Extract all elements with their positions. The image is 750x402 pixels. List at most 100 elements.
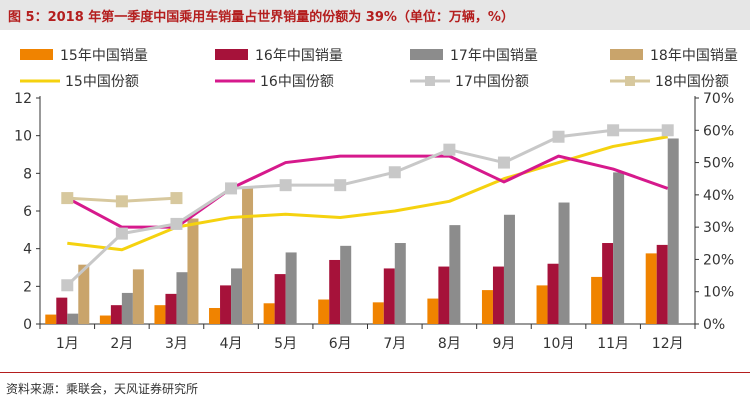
legend-swatch-bar <box>410 49 443 60</box>
series-line <box>66 154 669 229</box>
line-point <box>115 227 128 240</box>
legend-swatch-bar <box>20 49 53 60</box>
y2-tick-label: 60% <box>703 123 734 139</box>
y2-tick-label: 50% <box>703 156 734 172</box>
y-tick-label: 12 <box>14 91 32 107</box>
figure-title: 图 5：2018 年第一季度中国乘用车销量占世界销量的份额为 39%（单位：万辆… <box>8 10 514 25</box>
bar <box>645 253 657 324</box>
legend-label: 17年中国销量 <box>450 48 538 64</box>
bar <box>667 138 679 324</box>
bar <box>503 214 515 324</box>
bar <box>481 290 493 324</box>
line-point <box>225 182 238 195</box>
legend: 15年中国销量 16年中国销量 17年中国销量 18年中国销量 15中国份额 16中国份额… <box>20 48 738 90</box>
bar <box>242 186 254 324</box>
x-tick-label: 12月 <box>652 336 684 352</box>
series-line <box>67 135 668 252</box>
legend-label: 18年中国销量 <box>650 48 738 64</box>
bar <box>449 225 461 324</box>
y-tick-label: 8 <box>23 166 32 182</box>
x-tick-label: 4月 <box>220 336 243 352</box>
bar <box>602 243 614 324</box>
legend-swatch-bar <box>610 49 643 60</box>
y-tick-label: 6 <box>23 204 32 220</box>
bar <box>329 259 341 324</box>
line-point <box>61 279 74 292</box>
bar <box>318 299 330 324</box>
bar <box>67 313 79 324</box>
series-line <box>66 128 668 287</box>
bar <box>492 266 504 324</box>
line-point <box>443 143 456 156</box>
bar <box>45 314 57 324</box>
bar <box>263 303 275 324</box>
line-point <box>388 166 401 179</box>
y2-tick-label: 70% <box>703 91 734 107</box>
bar <box>591 276 603 324</box>
bar <box>209 307 221 324</box>
bar <box>154 305 166 324</box>
axes: 0 2 4 6 8 10 12 0% 10% 20% 30% 40% 50% 60% 70% 1月 2月 3月 4月… <box>14 91 734 352</box>
line-point <box>334 179 347 192</box>
line-point <box>661 124 674 137</box>
bar <box>176 272 188 324</box>
bar <box>613 172 625 324</box>
legend-label: 17中国份额 <box>455 74 529 90</box>
bar <box>78 264 90 324</box>
bar <box>656 244 668 324</box>
line-point <box>61 192 74 205</box>
y2-tick-label: 0% <box>703 317 725 333</box>
bars <box>45 138 679 324</box>
x-tick-label: 6月 <box>329 336 352 352</box>
source-note: 资料来源：乘联会，天风证券研究所 <box>6 382 199 396</box>
y-tick-label: 2 <box>23 279 32 295</box>
y2-tick-label: 20% <box>703 252 734 268</box>
source-divider <box>0 372 750 373</box>
bar <box>547 263 559 324</box>
line-point <box>497 156 510 169</box>
title-bar: 图 5：2018 年第一季度中国乘用车销量占世界销量的份额为 39%（单位：万辆… <box>0 0 750 30</box>
bar <box>220 285 232 324</box>
x-tick-label: 7月 <box>383 336 406 352</box>
bar <box>187 218 199 324</box>
x-tick-label: 1月 <box>56 336 79 352</box>
x-tick-label: 10月 <box>543 336 575 352</box>
legend-label: 15中国份额 <box>65 74 139 90</box>
line-point <box>607 124 620 137</box>
bar <box>438 266 450 324</box>
x-tick-label: 11月 <box>597 336 629 352</box>
bar <box>132 269 144 324</box>
y2-tick-label: 10% <box>703 285 734 301</box>
legend-swatch-bar <box>215 49 248 60</box>
legend-label: 16中国份额 <box>260 74 334 90</box>
bar <box>56 297 68 324</box>
line-point <box>115 195 128 208</box>
line-point <box>170 217 183 230</box>
bar <box>165 293 177 324</box>
legend-marker <box>425 76 435 86</box>
x-tick-label: 8月 <box>438 336 461 352</box>
y2-tick-label: 40% <box>703 188 734 204</box>
legend-marker <box>625 76 635 86</box>
legend-label: 18中国份额 <box>655 74 729 90</box>
y-tick-label: 10 <box>14 129 32 145</box>
bar <box>372 302 384 324</box>
legend-label: 16年中国销量 <box>255 48 343 64</box>
bar <box>427 298 439 324</box>
x-tick-label: 3月 <box>165 336 188 352</box>
bar <box>274 274 286 324</box>
bar <box>394 243 406 324</box>
bar <box>121 292 133 324</box>
bar <box>110 305 122 324</box>
bar <box>231 268 243 324</box>
bar <box>340 245 352 324</box>
bar <box>285 252 297 324</box>
y2-tick-label: 30% <box>703 220 734 236</box>
legend-label: 15年中国销量 <box>60 48 148 64</box>
line-point <box>170 192 183 205</box>
bar <box>383 268 395 324</box>
line-point <box>552 130 565 143</box>
bar <box>558 202 570 324</box>
y-tick-label: 4 <box>23 242 32 258</box>
bar <box>99 315 111 324</box>
